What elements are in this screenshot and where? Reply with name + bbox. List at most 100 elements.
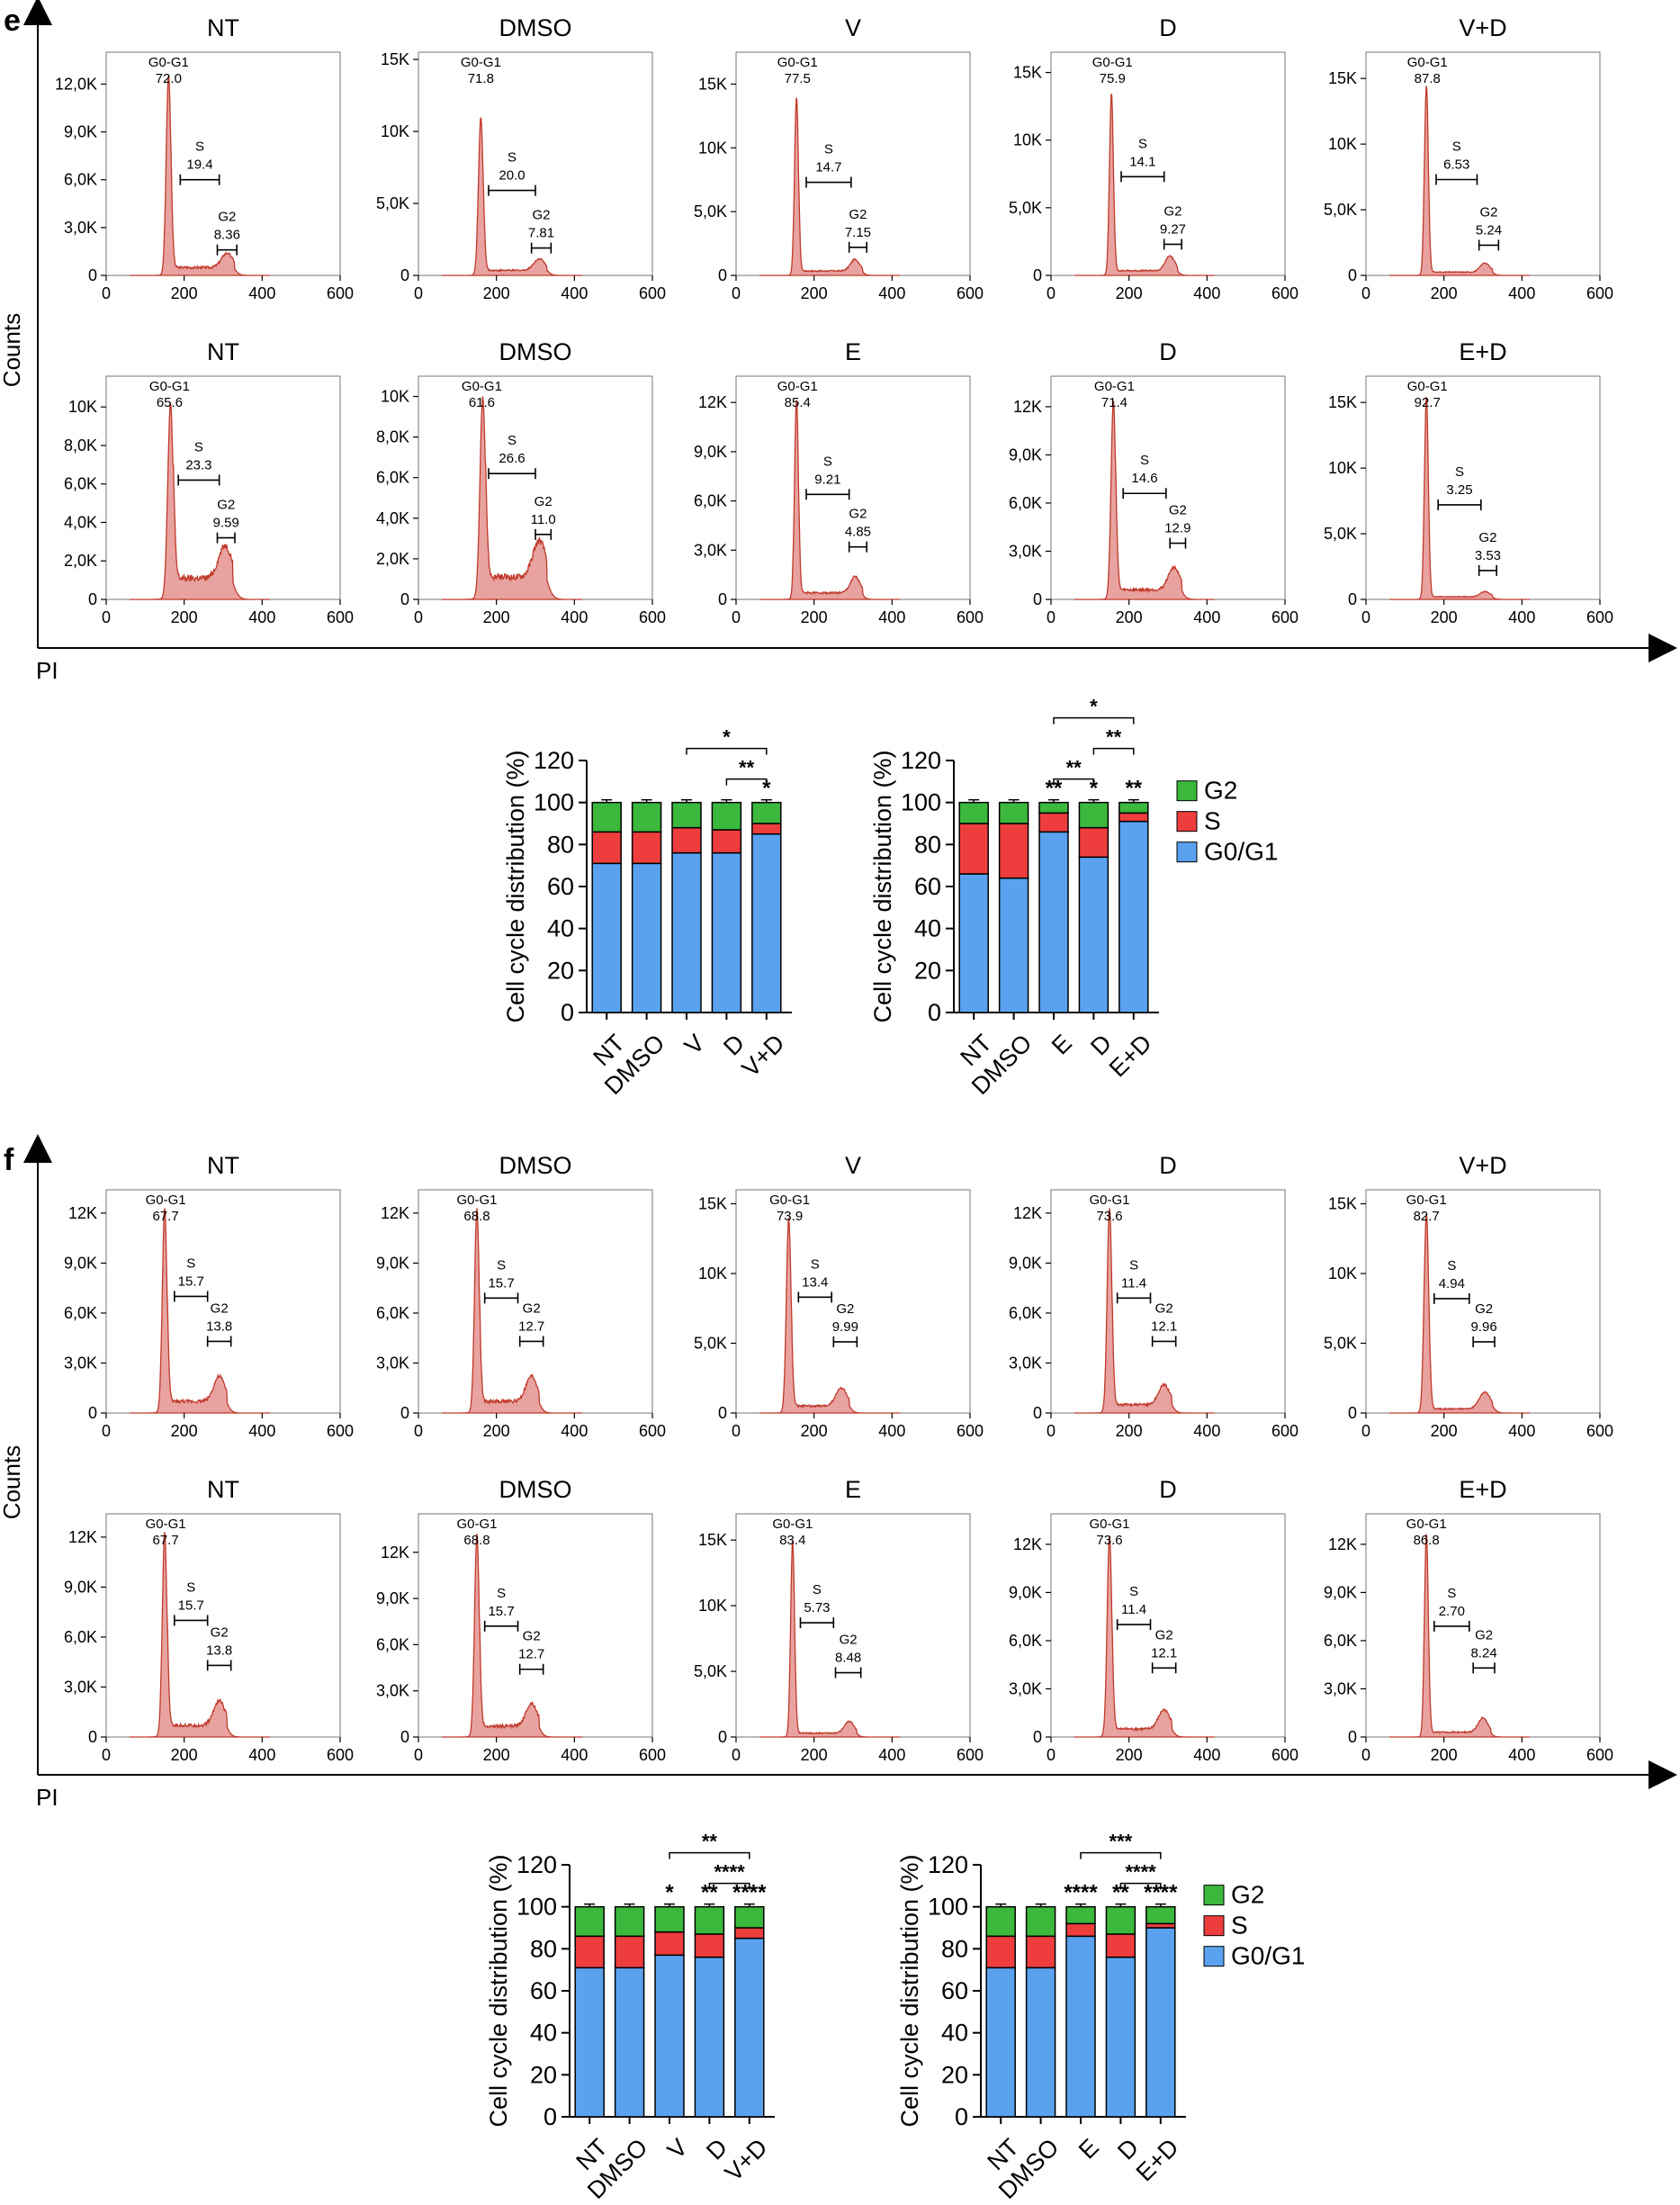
histogram-title: E <box>845 338 861 365</box>
bar-segment-s-dmso <box>1025 1935 1056 1969</box>
gate-name: S <box>508 433 517 448</box>
histogram-curve <box>1389 396 1530 600</box>
x-tick-label: 400 <box>1193 608 1220 626</box>
gate-name: S <box>508 150 517 166</box>
gate-g2: G2 9.99 <box>832 1301 858 1347</box>
gate-name: G2 <box>218 210 236 225</box>
gate-s: S 19.4 <box>179 140 220 185</box>
histogram-curve <box>1074 400 1215 600</box>
x-tick-label: 400 <box>561 608 588 626</box>
gate-value: 68.8 <box>463 1533 490 1548</box>
bar-segment-s-nt <box>958 823 989 875</box>
gate-name: G0-G1 <box>772 1516 813 1532</box>
significance-bracket <box>1119 1882 1162 1890</box>
gate-value: 77.5 <box>785 71 811 86</box>
gate-name: G0-G1 <box>456 1516 497 1532</box>
gate-value: 13.8 <box>206 1642 232 1658</box>
y-tick-label: 6,0K <box>694 492 727 510</box>
y-tick-label: 20 <box>914 957 941 984</box>
bar-segment-g0g1-epd <box>1119 820 1149 1013</box>
y-tick-label: 9,0K <box>376 1589 409 1607</box>
y-tick-label: 9,0K <box>1324 1583 1357 1601</box>
bar-segment-s-nt <box>591 831 622 865</box>
histogram-title: V <box>845 14 861 41</box>
x-tick-label: 0 <box>732 1746 741 1764</box>
y-tick-label: 8,0K <box>376 428 409 446</box>
gate-g2: G2 13.8 <box>206 1300 232 1347</box>
x-tick-label: 0 <box>102 1746 111 1764</box>
x-tick-label: 0 <box>732 1422 741 1440</box>
y-tick-label: 9,0K <box>64 1254 97 1272</box>
y-tick-label: 10K <box>698 139 727 157</box>
gate-name: G0-G1 <box>777 55 818 70</box>
significance-mark: **** <box>1064 1881 1098 1905</box>
x-tick-label: 400 <box>878 1422 905 1440</box>
bar-segment-s-d <box>1105 1933 1136 1958</box>
gate-g2: G2 12.7 <box>518 1300 544 1347</box>
gate-s: S 2.70 <box>1433 1586 1470 1632</box>
bar-segment-s-nt <box>574 1935 605 1969</box>
pi-axis-label: PI <box>36 657 58 684</box>
legend: G2 SG0/G1 <box>1203 1881 1305 1970</box>
bar-segment-g0g1-vpd <box>734 1937 765 2118</box>
gate-value: 5.73 <box>804 1600 830 1616</box>
legend-label: S <box>1204 807 1221 835</box>
bar-segment-s-nt <box>985 1935 1016 1969</box>
y-tick-label: 3,0K <box>1009 1679 1042 1697</box>
y-tick-label: 0 <box>1033 1728 1042 1746</box>
legend-swatch <box>1176 842 1198 863</box>
gate-value: 82.7 <box>1414 1209 1440 1224</box>
gate-s: S 11.4 <box>1116 1584 1152 1631</box>
x-tick-label: 200 <box>483 1422 510 1440</box>
x-tick-label: 400 <box>248 284 275 302</box>
x-tick-label: 0 <box>732 284 741 302</box>
x-tick-label: 0 <box>414 1422 423 1440</box>
bar-segment-g2-dmso <box>614 1905 645 1938</box>
gate-g2: G2 3.53 <box>1475 530 1501 576</box>
gate-g2: G2 8.24 <box>1470 1627 1497 1674</box>
gate-g2: G2 4.85 <box>845 507 871 553</box>
y-tick-label: 0 <box>718 266 727 284</box>
x-tick-label: 400 <box>248 1422 275 1440</box>
y-tick-label: 20 <box>941 2061 968 2088</box>
y-tick-label: 10K <box>381 388 409 406</box>
bar-segment-g0g1-d <box>711 851 742 1013</box>
y-tick-label: 10K <box>698 1597 727 1615</box>
bar-segment-g2-e <box>1065 1905 1096 1925</box>
gate-s: S 26.6 <box>488 433 536 480</box>
y-tick-label: 80 <box>530 1935 557 1962</box>
gate-s: S 14.1 <box>1120 136 1165 183</box>
y-tick-label: 6,0K <box>376 469 409 487</box>
bar-segment-s-vpd <box>734 1927 765 1940</box>
legend-swatch <box>1176 811 1198 832</box>
gate-s: S 3.25 <box>1437 464 1482 510</box>
significance-bracket <box>725 778 768 786</box>
bar-segment-g0g1-e <box>1038 831 1069 1013</box>
panel-label-e: e <box>4 4 21 38</box>
histogram-6: DMSO 0 2,0K 4,0K 6,0K 8,0K 10K 0 200 400 600 G0-G16… <box>376 338 666 626</box>
y-tick-label: 40 <box>530 2020 557 2047</box>
histogram-curve <box>759 1541 900 1738</box>
bar-segment-g0g1-vpd <box>751 832 782 1013</box>
significance-mark: * <box>1090 777 1099 801</box>
x-tick-label: 600 <box>1586 1422 1613 1440</box>
x-tick-label: 200 <box>483 608 510 626</box>
gate-name: G2 <box>849 507 867 522</box>
gate-name: G0-G1 <box>456 1192 497 1208</box>
gate-name: G2 <box>523 1629 541 1644</box>
y-tick-label: 10K <box>1328 459 1357 477</box>
gate-value: 71.4 <box>1101 395 1127 410</box>
histogram-title: D <box>1159 14 1177 41</box>
gate-name: S <box>1452 140 1461 155</box>
x-tick-label: 200 <box>1116 284 1143 302</box>
y-tick-label: 0 <box>1033 590 1042 608</box>
y-tick-label: 0 <box>1033 266 1042 284</box>
